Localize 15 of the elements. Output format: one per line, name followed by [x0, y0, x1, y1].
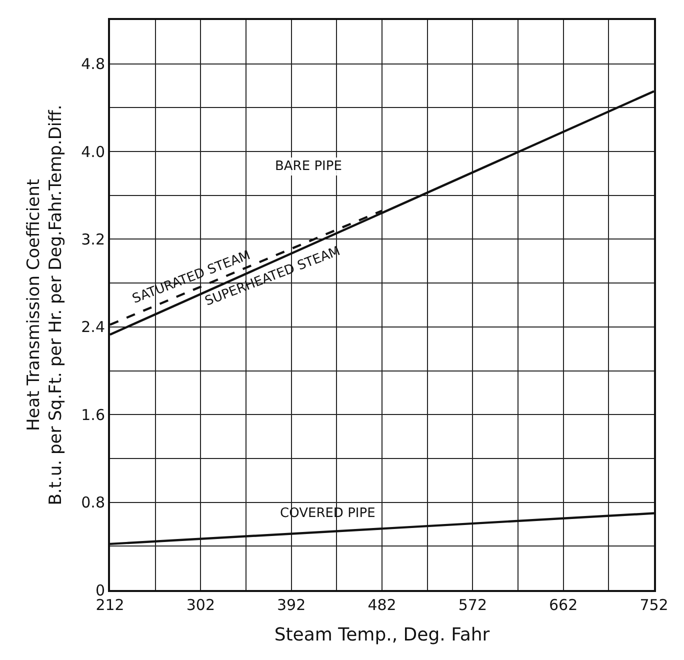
x-tick-label: 392 [277, 596, 306, 614]
y-tick-label: 4.8 [81, 55, 105, 74]
x-tick-label: 752 [640, 596, 668, 614]
x-axis-title: Steam Temp., Deg. Fahr [274, 624, 490, 646]
y-tick-label: 0.8 [81, 494, 105, 512]
x-tick-label: 302 [186, 596, 215, 614]
y-tick-label: 3.2 [81, 230, 105, 248]
x-tick-label: 662 [549, 596, 578, 614]
y-axis-title: Heat Transmission Coefficient B.t.u. per Sq.Ft. per Hr. per Deg.Fahr.Temp.Diff. [24, 104, 66, 506]
annotation: BARE PIPE [275, 159, 342, 174]
y-tick-label: 2.4 [81, 318, 105, 336]
x-tick-label: 482 [368, 596, 396, 614]
x-tick-label: 572 [458, 596, 487, 614]
y-tick-label: 1.6 [81, 406, 105, 424]
y-tick-label: 4.0 [81, 142, 105, 161]
